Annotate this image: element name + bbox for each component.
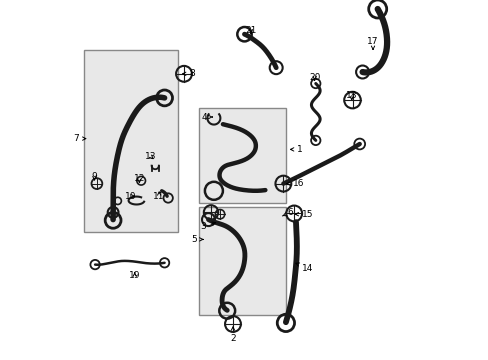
Text: 16: 16 <box>286 179 304 188</box>
Text: 14: 14 <box>295 263 313 273</box>
Text: 7: 7 <box>73 134 86 143</box>
Text: 11: 11 <box>153 192 164 201</box>
Text: 4: 4 <box>201 112 212 122</box>
Text: 2: 2 <box>230 327 235 343</box>
Text: 13: 13 <box>145 152 156 161</box>
Text: 9: 9 <box>91 172 97 181</box>
Text: 18: 18 <box>346 91 357 100</box>
Text: 6: 6 <box>282 208 293 217</box>
Text: 19: 19 <box>129 271 140 280</box>
Text: 15: 15 <box>295 210 313 219</box>
Bar <box>199 108 285 203</box>
Text: 5: 5 <box>191 235 203 244</box>
Text: 8: 8 <box>182 69 195 78</box>
Text: 21: 21 <box>245 26 256 35</box>
Bar <box>199 207 285 315</box>
Text: 20: 20 <box>308 73 320 82</box>
Text: 1: 1 <box>290 145 303 154</box>
Text: 3: 3 <box>200 222 215 231</box>
Bar <box>84 50 178 232</box>
Text: 12: 12 <box>133 174 145 183</box>
Text: 17: 17 <box>366 37 378 49</box>
Text: 10: 10 <box>125 192 136 201</box>
